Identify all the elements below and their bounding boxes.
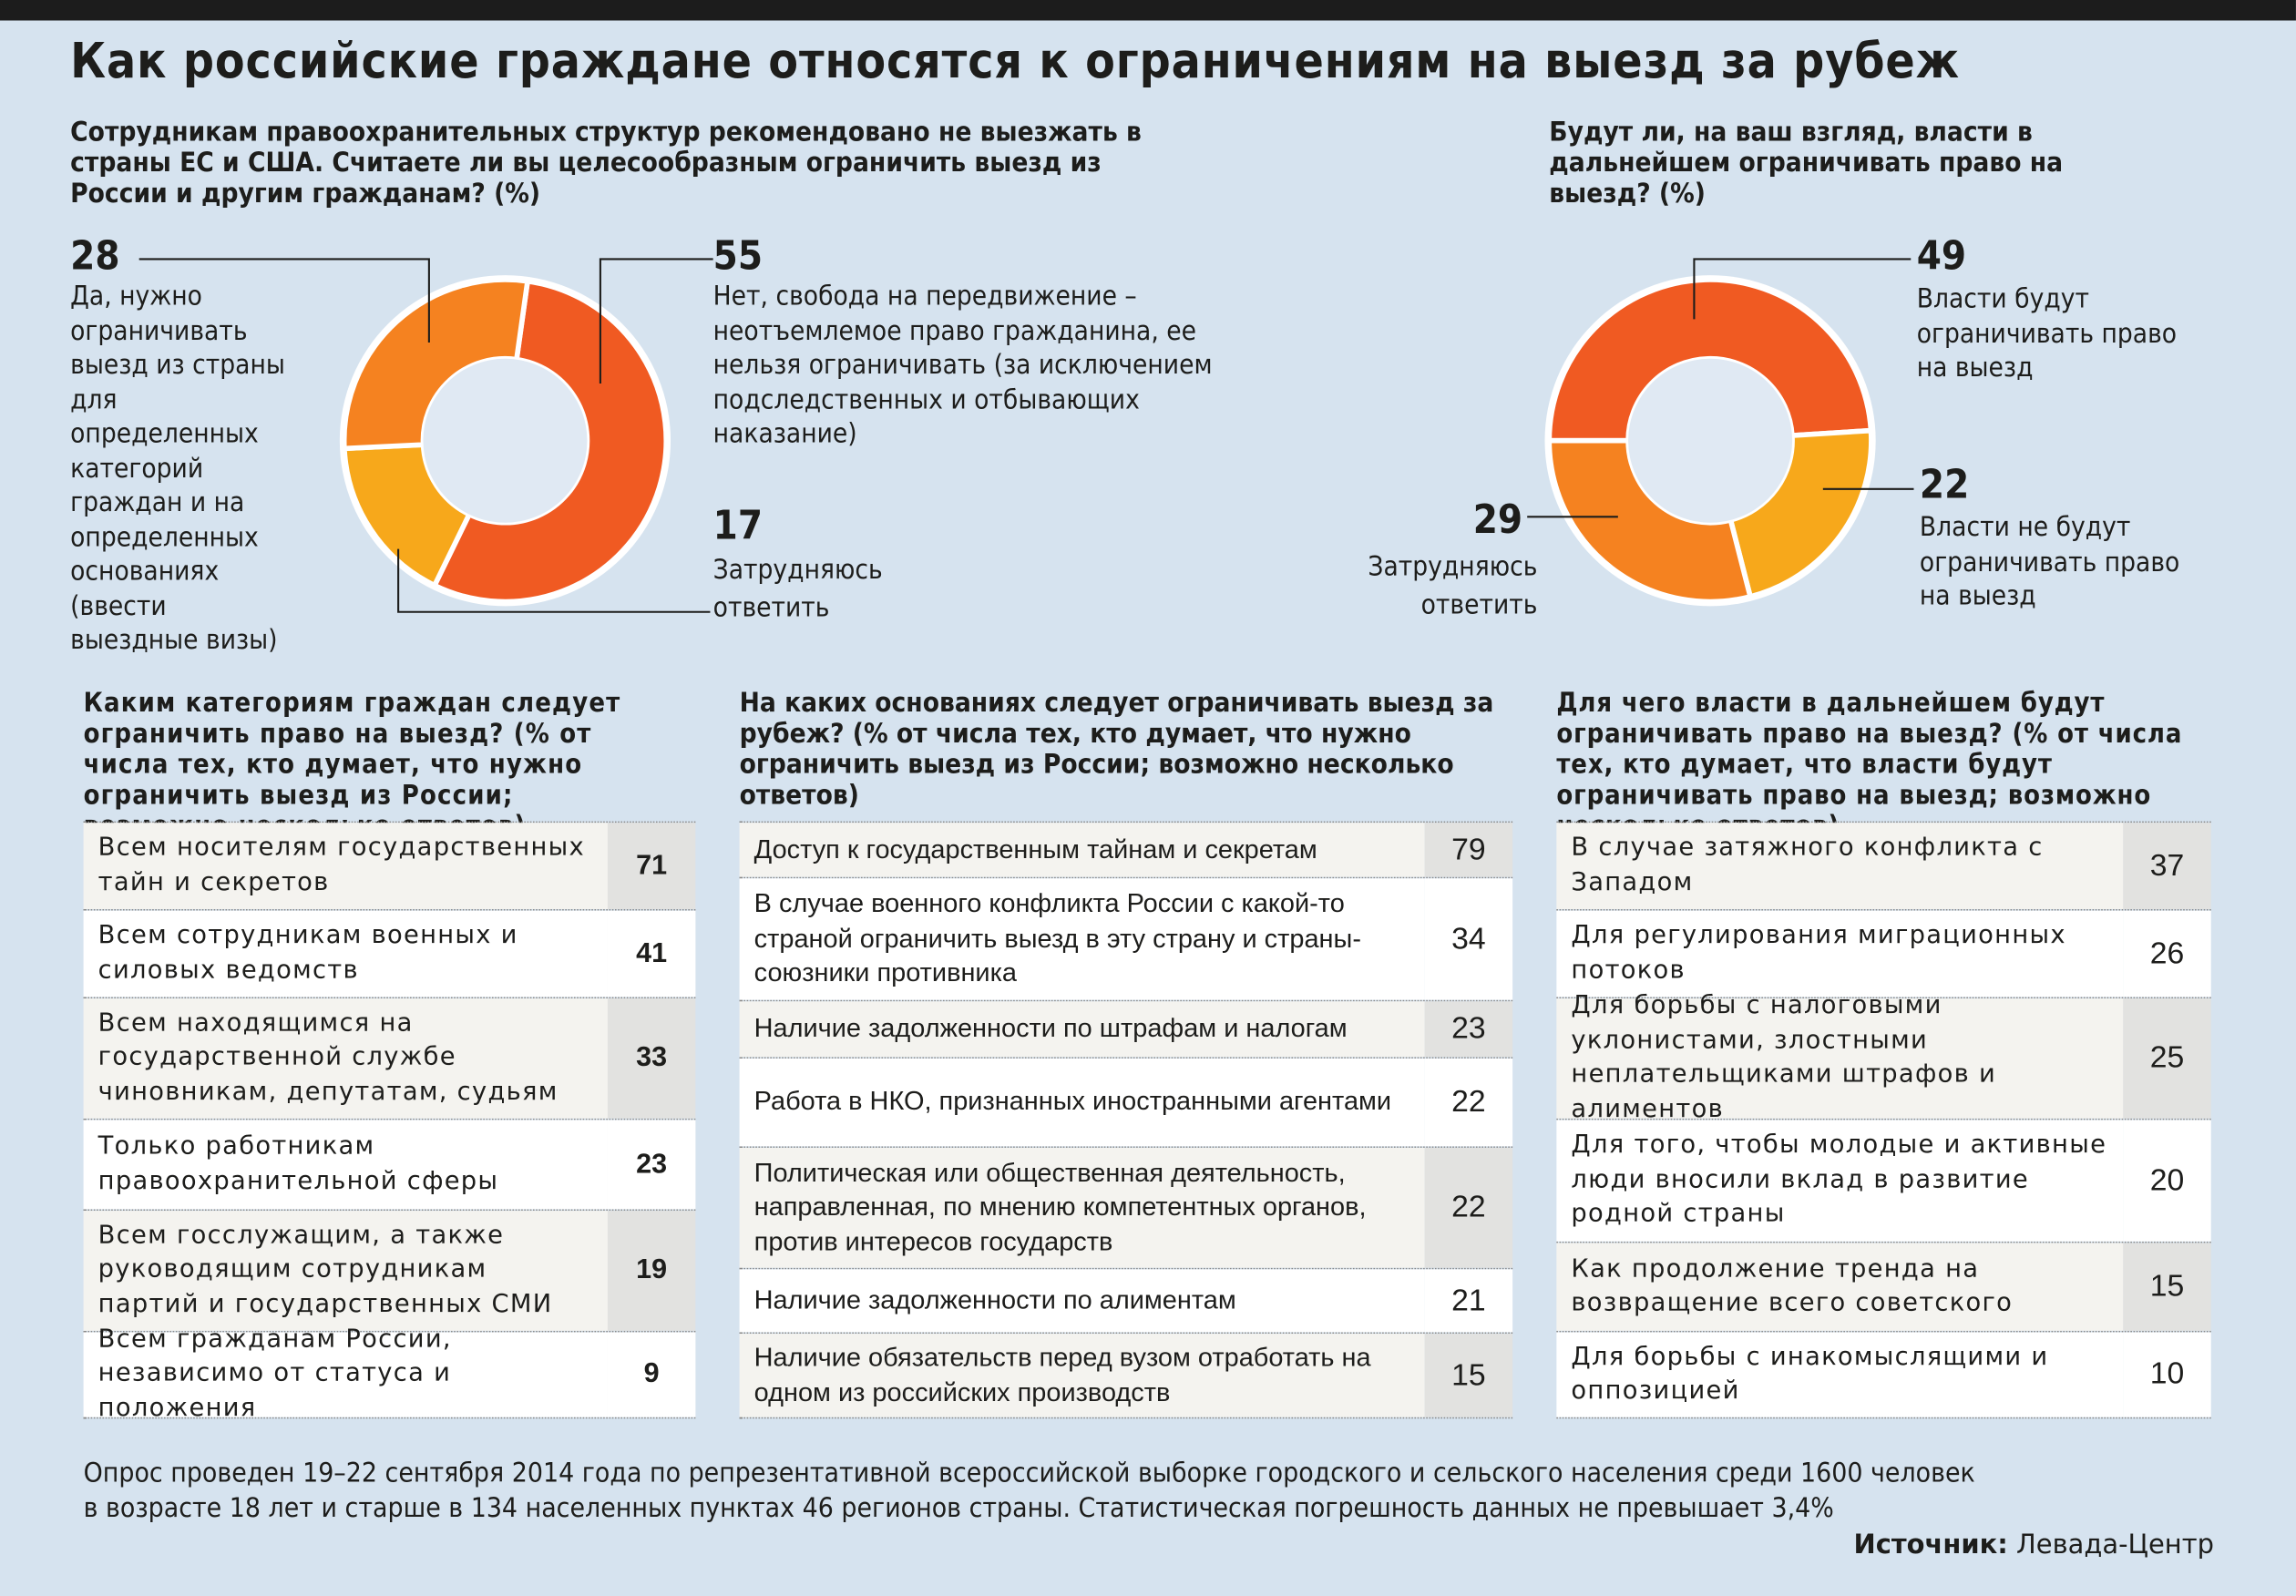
row-value: 34 [1424,878,1513,1000]
table-row: Всем гражданам России, независимо от ста… [83,1325,696,1423]
donut1-label-unsure: Затрудняюсь ответить [712,555,883,624]
table1-title: Каким категориям граждан следует огранич… [83,688,621,842]
row-label: Всем сотрудникам военных и силовых ведом… [83,910,608,998]
table-row: Для борьбы с инакомыслящими и оппозицией… [1556,1332,2211,1419]
donut2-question: Будут ли, на ваш взгляд, власти в дальне… [1549,117,2064,210]
table-row: В случае военного конфликта России с как… [739,878,1513,1002]
table-row: Работа в НКО, признанных иностранными аг… [739,1058,1513,1148]
donut1-label-yes: Да, нужно ограничивать выезд из страны д… [70,281,285,656]
donut-hole [1628,358,1793,523]
row-value: 33 [607,998,696,1119]
row-label: Наличие обязательств перед вузом отработ… [739,1334,1425,1417]
table-row: Всем сотрудникам военных и силовых ведом… [83,910,696,999]
row-label: Всем госслужащим, а также руководящим со… [83,1211,608,1331]
table-row: Наличие задолженности по алиментам 21 [739,1269,1513,1335]
row-label: В случае затяжного конфликта с Западом [1556,823,2124,910]
table3-title: Для чего власти в дальнейшем будут огран… [1556,688,2183,842]
row-value: 25 [2123,998,2211,1119]
row-value: 23 [607,1120,696,1210]
row-label: Политическая или общественная деятельнос… [739,1147,1425,1268]
table-row: Всем госслужащим, а также руководящим со… [83,1211,696,1333]
leader-line-28 [138,258,430,343]
source-name: Левада-Центр [2016,1530,2214,1561]
row-value: 41 [607,910,696,998]
survey-note-line1: Опрос проведен 19–22 сентября 2014 года … [83,1458,1975,1489]
table-row: Политическая или общественная деятельнос… [739,1147,1513,1270]
table2-title: На каких основаниях следует ограничивать… [739,688,1494,812]
donut-hole [423,358,588,523]
row-label: Доступ к государственным тайнам и секрет… [739,823,1425,877]
table-reasons: В случае затяжного конфликта с Западом 37… [1556,821,2211,1419]
table-row: Как продолжение тренда на возвращение вс… [1556,1243,2211,1333]
row-value: 22 [1424,1058,1513,1147]
donut2-value-wont: 22 [1919,462,1970,508]
table-row: Для того, чтобы молодые и активные люди … [1556,1120,2211,1243]
row-label: Всем находящимся на государственной служ… [83,998,608,1119]
donut2-label-will: Власти будут ограничивать право на выезд [1916,283,2178,384]
table-row: Для борьбы с налоговыми уклонистами, зло… [1556,991,2211,1123]
top-bar [0,0,2296,21]
row-label: Для борьбы с налоговыми уклонистами, зло… [1556,991,2124,1123]
row-value: 22 [1424,1147,1513,1268]
donut-right [1544,275,1876,607]
table-row: Только работникам правоохранительной сфе… [83,1120,696,1212]
donut2-label-unsure: Затрудняюсь ответить [1368,551,1538,621]
page-title: Как российские граждане относятся к огра… [70,32,1961,90]
row-label: Работа в НКО, признанных иностранными аг… [739,1058,1425,1147]
donut2-label-wont: Власти не будут ограничивать право на вы… [1919,512,2180,612]
row-label: Как продолжение тренда на возвращение вс… [1556,1243,2124,1331]
donut1-value-no: 55 [712,234,764,280]
row-label: Всем носителям государственных тайн и се… [83,823,608,910]
table-row: Всем носителям государственных тайн и се… [83,823,696,911]
row-value: 23 [1424,1001,1513,1058]
row-label: В случае военного конфликта России с как… [739,878,1425,1000]
row-label: Наличие задолженности по штрафам и налог… [739,1001,1425,1058]
table-row: Всем находящимся на государственной служ… [83,998,696,1120]
table-row: Наличие задолженности по штрафам и налог… [739,1001,1513,1059]
row-label: Наличие задолженности по алиментам [739,1269,1425,1333]
leader-line-17 [397,548,711,613]
row-value: 26 [2123,910,2211,998]
leader-line-55 [599,258,713,384]
row-value: 19 [607,1211,696,1331]
row-value: 37 [2123,823,2211,910]
donut1-value-yes: 28 [70,234,120,280]
table-grounds: Доступ к государственным тайнам и секрет… [739,821,1513,1419]
row-value: 20 [2123,1120,2211,1242]
donut1-label-no: Нет, свобода на передвижение – неотъемле… [712,281,1213,450]
row-label: Для регулирования миграционных потоков [1556,910,2124,998]
table-row: Наличие обязательств перед вузом отработ… [739,1334,1513,1419]
row-label: Для борьбы с инакомыслящими и оппозицией [1556,1332,2124,1417]
row-label: Только работникам правоохранительной сфе… [83,1120,608,1210]
donut2-value-unsure: 29 [1472,497,1523,544]
donut-left [339,275,671,607]
row-label: Для того, чтобы молодые и активные люди … [1556,1120,2124,1242]
donut2-value-will: 49 [1916,234,1967,280]
survey-note-line2: в возрасте 18 лет и старше в 134 населен… [83,1493,1834,1524]
row-value: 10 [2123,1332,2211,1417]
donut-slice-55 [431,278,670,605]
row-value: 9 [607,1332,696,1417]
row-value: 21 [1424,1269,1513,1333]
row-value: 15 [1424,1334,1513,1417]
table-row: Для регулирования миграционных потоков 26 [1556,910,2211,999]
source: Источник: Левада-Центр [1854,1530,2214,1560]
table-categories: Всем носителям государственных тайн и се… [83,821,696,1423]
row-label: Всем гражданам России, независимо от ста… [83,1325,608,1423]
row-value: 15 [2123,1243,2211,1331]
donut1-question: Сотрудникам правоохранительных структур … [70,117,1142,210]
table-row: В случае затяжного конфликта с Западом 37 [1556,823,2211,911]
row-value: 71 [607,823,696,910]
donut1-value-unsure: 17 [712,503,764,549]
row-value: 79 [1424,823,1513,877]
table-row: Доступ к государственным тайнам и секрет… [739,823,1513,879]
leader-line-49 [1693,258,1912,320]
source-label: Источник: [1853,1530,2008,1561]
